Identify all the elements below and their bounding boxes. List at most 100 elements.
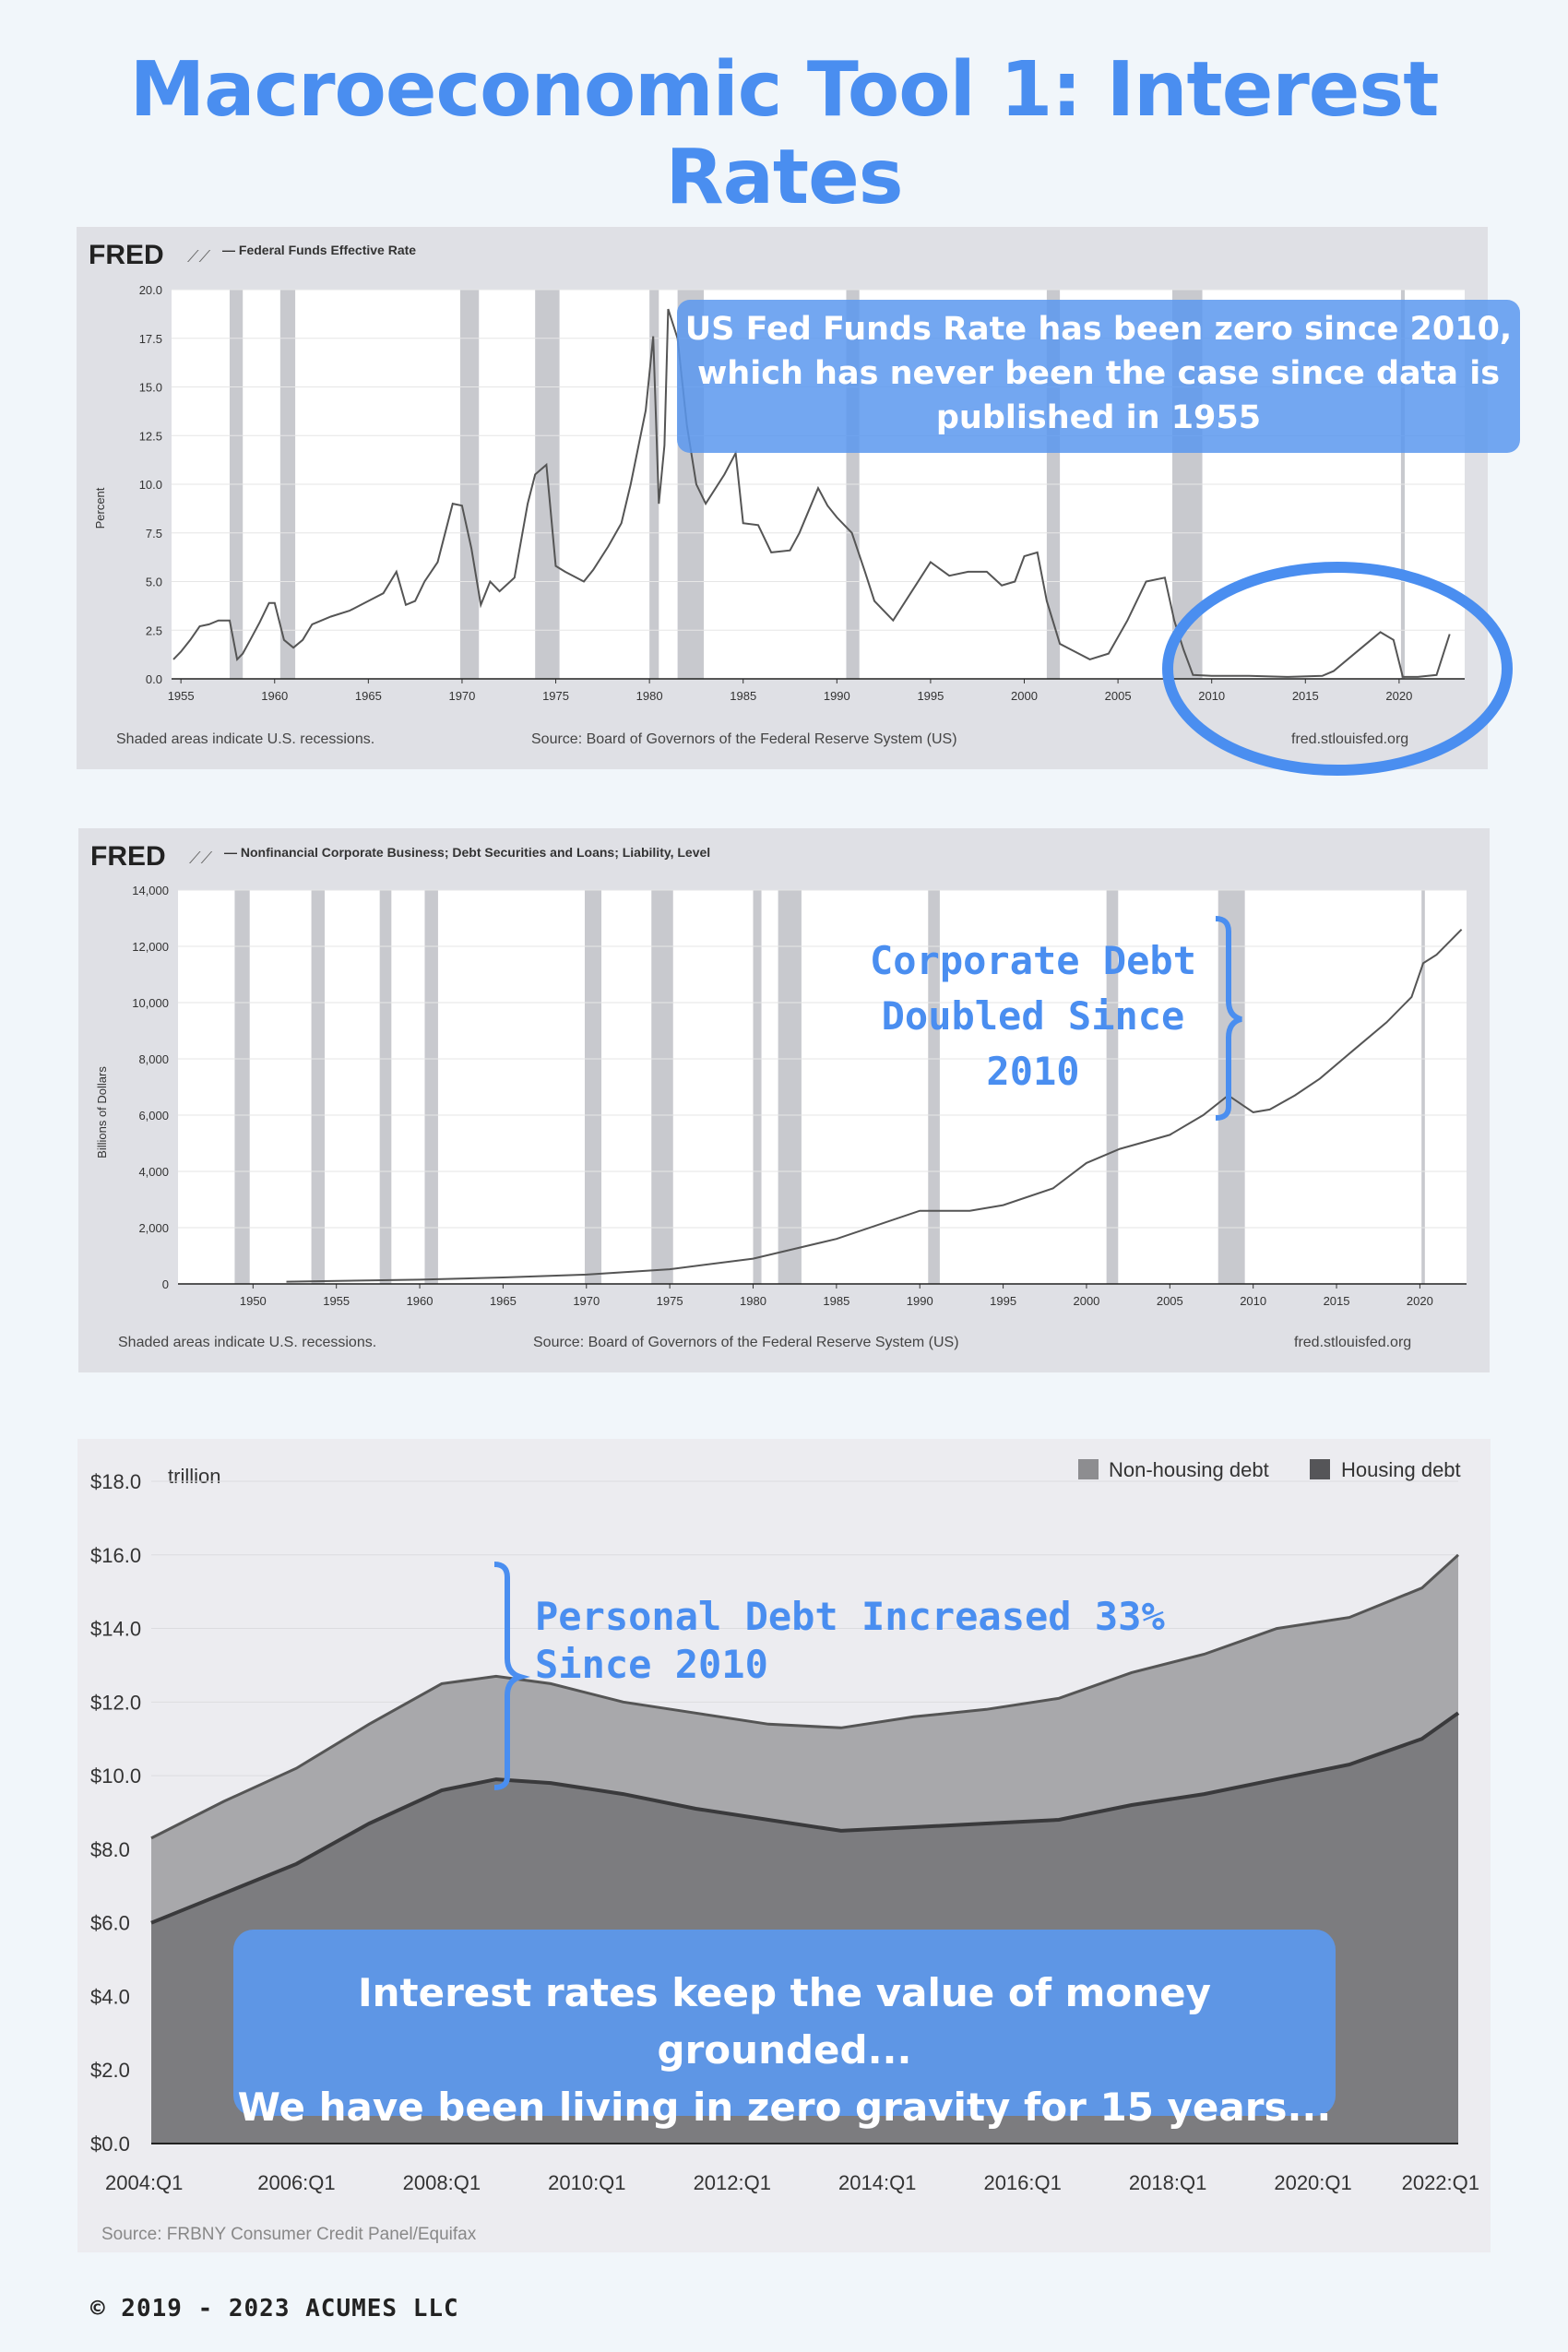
fed-funds-annotation: US Fed Funds Rate has been zero since 20… — [677, 300, 1520, 453]
y-tick-label: 2,000 — [138, 1221, 169, 1235]
footer-left: Shaded areas indicate U.S. recessions. — [118, 1335, 376, 1350]
x-tick-label: 1975 — [542, 689, 569, 703]
x-tick-label: 2010 — [1240, 1294, 1266, 1308]
recession-band — [753, 890, 762, 1284]
fred-logo-icon: ⟋⟋ — [189, 849, 213, 868]
page-title: Macroeconomic Tool 1: Interest Rates — [129, 46, 1440, 221]
legend-housing-swatch — [1310, 1459, 1330, 1479]
y-tick-label: 10,000 — [132, 996, 169, 1010]
y-axis-label: Billions of Dollars — [95, 1066, 109, 1158]
y-tick-label: $2.0 — [90, 2059, 130, 2082]
footer-left: Shaded areas indicate U.S. recessions. — [116, 731, 374, 747]
x-tick-label: 1985 — [823, 1294, 849, 1308]
y-tick-label: 8,000 — [138, 1052, 169, 1066]
x-tick-label: 1990 — [824, 689, 850, 703]
x-tick-label: 2018:Q1 — [1129, 2171, 1206, 2194]
y-axis-label: Percent — [93, 487, 107, 529]
corporate-debt-chart-panel: FRED ⟋⟋ — Nonfinancial Corporate Busines… — [78, 828, 1490, 1372]
fred-logo: FRED — [89, 240, 164, 270]
x-tick-label: 2000 — [1011, 689, 1038, 703]
x-tick-label: 1995 — [990, 1294, 1016, 1308]
x-tick-label: 2012:Q1 — [694, 2171, 771, 2194]
fred-logo: FRED — [90, 841, 166, 872]
message-line-1: Interest rates keep the value of money g… — [357, 1970, 1212, 2073]
y-tick-label: $10.0 — [90, 1764, 141, 1788]
x-tick-label: 1980 — [740, 1294, 766, 1308]
y-tick-label: $0.0 — [90, 2132, 130, 2156]
x-tick-label: 2014:Q1 — [838, 2171, 916, 2194]
recession-band — [584, 890, 602, 1284]
x-tick-label: 1955 — [168, 689, 195, 703]
x-tick-label: 1950 — [240, 1294, 267, 1308]
y-tick-label: 6,000 — [138, 1109, 169, 1123]
recession-band — [1421, 890, 1425, 1284]
personal-debt-brace — [493, 1562, 530, 1790]
series-label: — Federal Funds Effective Rate — [222, 243, 416, 257]
x-tick-label: 2020 — [1407, 1294, 1433, 1308]
y-tick-label: $8.0 — [90, 1838, 130, 1861]
zero-gravity-message: Interest rates keep the value of money g… — [233, 1930, 1336, 2130]
y-tick-label: 17.5 — [139, 332, 162, 346]
x-tick-label: 2008:Q1 — [403, 2171, 481, 2194]
x-tick-label: 2004:Q1 — [105, 2171, 183, 2194]
nonhousing-area — [151, 1554, 1458, 1923]
x-tick-label: 2010:Q1 — [548, 2171, 625, 2194]
x-tick-label: 2015 — [1324, 1294, 1350, 1308]
recession-band — [651, 890, 673, 1284]
y-tick-label: 5.0 — [146, 576, 162, 589]
y-tick-label: $4.0 — [90, 1985, 130, 2008]
recession-band — [424, 890, 438, 1284]
y-tick-label: $14.0 — [90, 1618, 141, 1641]
personal-debt-annotation: Personal Debt Increased 33% Since 2010 — [535, 1594, 1165, 1687]
corporate-debt-chart: FRED ⟋⟋ — Nonfinancial Corporate Busines… — [90, 841, 1467, 1350]
x-tick-label: 1990 — [907, 1294, 933, 1308]
footer-url: fred.stlouisfed.org — [1294, 1335, 1411, 1350]
x-tick-label: 2016:Q1 — [983, 2171, 1061, 2194]
x-tick-label: 2020:Q1 — [1274, 2171, 1351, 2194]
recession-band — [1106, 890, 1119, 1284]
x-tick-label: 1970 — [573, 1294, 600, 1308]
series-line — [286, 928, 1463, 1283]
x-tick-label: 2005 — [1157, 1294, 1183, 1308]
y-tick-label: $16.0 — [90, 1544, 141, 1567]
x-tick-label: 1960 — [261, 689, 288, 703]
corporate-debt-brace — [1215, 916, 1242, 1121]
x-tick-label: 2010 — [1198, 689, 1225, 703]
x-tick-label: 2005 — [1105, 689, 1132, 703]
housing-top-line — [150, 1711, 1460, 1925]
y-tick-label: $6.0 — [90, 1912, 130, 1935]
footer-source: Source: Board of Governors of the Federa… — [531, 731, 957, 747]
x-tick-label: 2000 — [1073, 1294, 1099, 1308]
x-tick-label: 2022:Q1 — [1402, 2171, 1479, 2194]
y-tick-label: 20.0 — [139, 283, 162, 297]
plot-area — [178, 890, 1467, 1284]
recession-band — [234, 890, 250, 1284]
y-tick-label: $18.0 — [90, 1470, 141, 1493]
y-tick-label: $12.0 — [90, 1691, 141, 1714]
y-tick-label: 12.5 — [139, 429, 162, 443]
y-tick-label: 7.5 — [146, 527, 162, 540]
corporate-debt-annotation: Corporate Debt Doubled Since 2010 — [869, 938, 1196, 1094]
fred-logo-icon: ⟋⟋ — [187, 247, 211, 267]
legend-nonhousing-label: Non-housing debt — [1109, 1458, 1269, 1481]
legend-nonhousing-swatch — [1078, 1459, 1099, 1479]
x-tick-label: 1980 — [636, 689, 663, 703]
copyright: © 2019 - 2023 ACUMES LLC — [90, 2295, 459, 2322]
x-tick-label: 1960 — [407, 1294, 434, 1308]
y-tick-label: 2.5 — [146, 624, 162, 637]
message-line-2: We have been living in zero gravity for … — [237, 2085, 1332, 2130]
x-tick-label: 1955 — [323, 1294, 350, 1308]
zero-rate-highlight-ellipse — [1162, 562, 1513, 776]
y-tick-label: 0 — [162, 1277, 169, 1291]
recession-band — [379, 890, 392, 1284]
footer-source: Source: Board of Governors of the Federa… — [533, 1335, 959, 1350]
y-tick-label: 12,000 — [132, 940, 169, 954]
recession-band — [928, 890, 940, 1284]
nonhousing-top-line — [150, 1553, 1460, 1840]
x-tick-label: 1985 — [730, 689, 756, 703]
x-tick-label: 1965 — [355, 689, 382, 703]
x-tick-label: 1965 — [490, 1294, 517, 1308]
series-label: — Nonfinancial Corporate Business; Debt … — [224, 845, 710, 860]
recession-band — [311, 890, 326, 1284]
legend-housing-label: Housing debt — [1341, 1458, 1461, 1481]
